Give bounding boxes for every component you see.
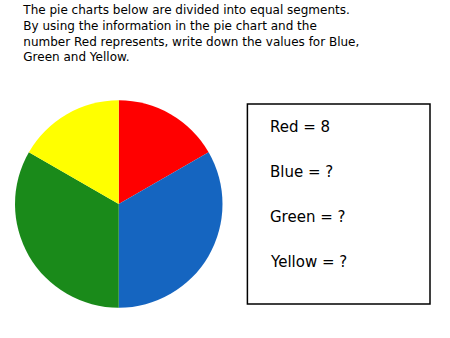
svg-text:Green = ?: Green = ? — [270, 208, 346, 226]
svg-text:Red = 8: Red = 8 — [270, 118, 330, 136]
svg-text:Yellow = ?: Yellow = ? — [270, 253, 347, 271]
svg-text:Blue = ?: Blue = ? — [270, 163, 333, 181]
svg-text:The pie charts below are divid: The pie charts below are divided into eq… — [22, 3, 359, 64]
